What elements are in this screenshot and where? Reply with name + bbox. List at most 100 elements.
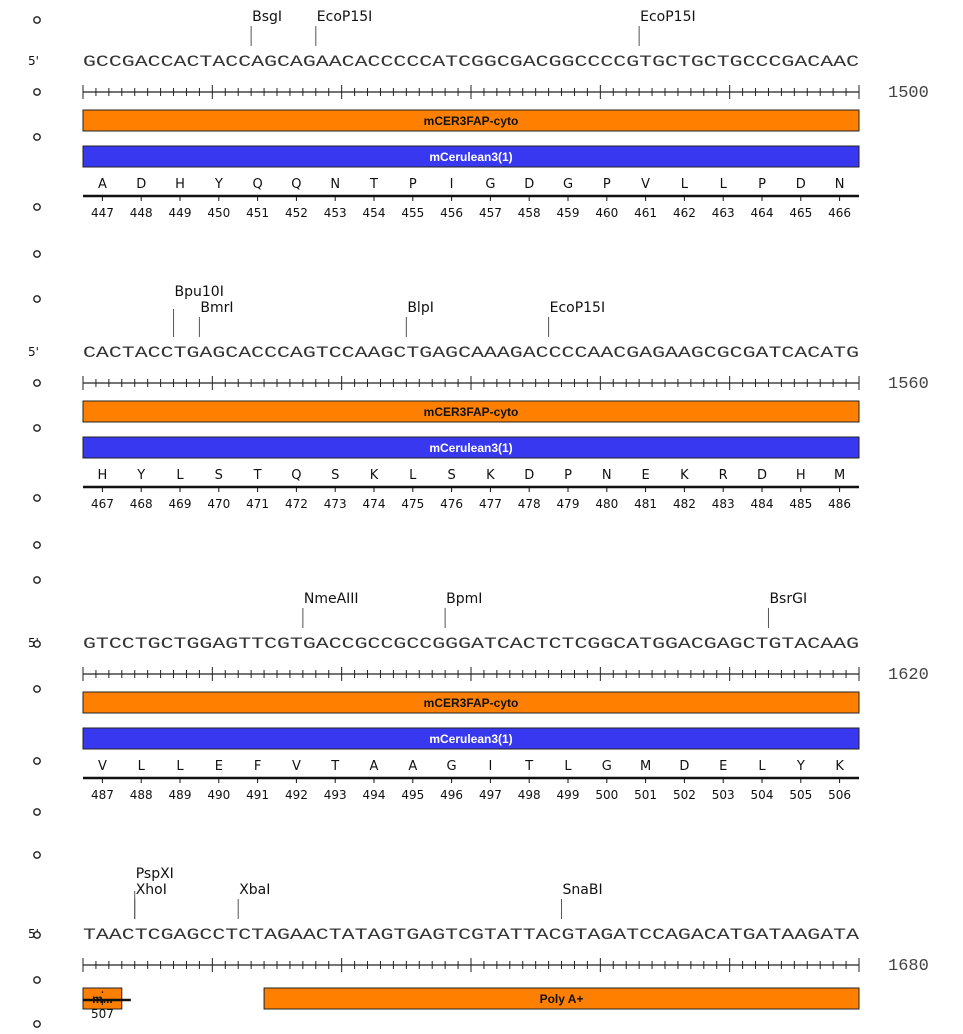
residue-number: 494 [363,788,386,802]
amino-acid: P [758,177,766,192]
restriction-site-label[interactable]: EcoP15I [317,9,373,25]
amino-acid: P [564,468,572,483]
feature-label: mCER3FAP-cyto [424,405,519,419]
strand-label: 5' [28,345,39,359]
strand-label: 5' [28,636,39,650]
restriction-site-label[interactable]: BsrGI [769,591,807,607]
restriction-site-label[interactable]: BsgI [252,9,282,25]
amino-acid: N [835,177,845,192]
residue-number: 462 [673,206,696,220]
residue-number: 451 [246,206,269,220]
amino-acid: D [757,468,767,483]
margin-bullet [33,541,41,549]
residue-number: 465 [789,206,812,220]
amino-acid: L [720,177,728,192]
feature-bar[interactable] [82,400,860,423]
end-position: 1560 [888,375,929,394]
margin-bullet [33,250,41,258]
feature-label: mCER3FAP-cyto [424,114,519,128]
restriction-site-label[interactable]: BmrI [200,300,233,316]
amino-acid: G [485,177,495,192]
restriction-site-label[interactable]: Bpu10I [175,284,224,300]
margin-bullet [33,576,41,584]
residue-number: 450 [207,206,230,220]
residue-number: 479 [557,497,580,511]
amino-acid: H [175,177,185,192]
residue-number: 466 [828,206,851,220]
sequence-block: 5' GCCGACCACTACCAGCAGAACACCCCCATCGGCGACGG… [28,9,929,220]
residue-number: 481 [634,497,657,511]
amino-acid: T [524,759,533,774]
residue-number: 458 [518,206,541,220]
feature-bar[interactable] [82,436,860,459]
amino-acid: D [679,759,689,774]
dna-sequence: CACTACCTGAGCACCCAGTCCAAGCTGAGCAAAGACCCCA… [83,344,859,362]
residue-number: 467 [91,497,114,511]
residue-number: 490 [207,788,230,802]
residue-number: 478 [518,497,541,511]
amino-acid: T [369,177,378,192]
feature-bar[interactable] [82,145,860,168]
restriction-site-label[interactable]: EcoP15I [640,9,696,25]
feature-bar[interactable] [82,727,860,750]
amino-acid: M [834,468,845,483]
amino-acid: F [254,759,261,774]
amino-acid: K [835,759,844,774]
residue-number: 500 [595,788,618,802]
amino-acid: L [176,759,184,774]
amino-acid: . [100,982,104,997]
residue-number: 495 [401,788,424,802]
feature-bar[interactable] [263,987,860,1010]
residue-number: 456 [440,206,463,220]
residue-number: 469 [169,497,192,511]
feature-bar[interactable] [82,987,123,1010]
sequence-block: 5' CACTACCTGAGCACCCAGTCCAAGCTGAGCAAAGACCC… [28,284,929,511]
residue-number: 448 [130,206,153,220]
amino-acid: P [409,177,417,192]
residue-number: 463 [712,206,735,220]
residue-number: 475 [401,497,424,511]
margin-bullet [33,203,41,211]
amino-acid: E [719,759,727,774]
restriction-site-label[interactable]: BlpI [407,300,434,316]
residue-number: 499 [557,788,580,802]
residue-number: 489 [169,788,192,802]
amino-acid: T [330,759,339,774]
restriction-site-label[interactable]: NmeAIII [304,591,359,607]
amino-acid: Y [796,759,805,774]
amino-acid: A [98,177,107,192]
amino-acid: L [564,759,572,774]
restriction-site-label[interactable]: BpmI [446,591,482,607]
residue-number: 506 [828,788,851,802]
amino-acid: L [176,468,184,483]
end-position: 1680 [888,957,929,976]
sequence-block: 5' TAACTCGAGCCTCTAGAACTATAGTGAGTCGTATTACG… [28,866,929,1021]
amino-acid: T [253,468,262,483]
residue-number: 485 [789,497,812,511]
restriction-site-label[interactable]: XbaI [239,882,270,898]
margin-bullet [33,494,41,502]
amino-acid: V [641,177,650,192]
feature-label: mCER3FAP-cyto [424,696,519,710]
amino-acid: L [758,759,766,774]
residue-number: 484 [751,497,774,511]
restriction-site-label[interactable]: SnaBI [563,882,603,898]
feature-bar[interactable] [82,691,860,714]
margin-bullet [33,976,41,984]
amino-acid: L [138,759,146,774]
residue-number: 502 [673,788,696,802]
amino-acid: G [447,759,457,774]
amino-acid: D [524,468,534,483]
margin-bullet [33,16,41,24]
residue-number: 505 [789,788,812,802]
residue-number: 501 [634,788,657,802]
feature-label: Poly A+ [540,992,584,1006]
restriction-site-label[interactable]: EcoP15I [550,300,606,316]
residue-number: 493 [324,788,347,802]
restriction-site-label[interactable]: XhoI [136,882,167,898]
restriction-site-label[interactable]: PspXI [136,866,174,882]
residue-number: 488 [130,788,153,802]
residue-number: 491 [246,788,269,802]
feature-bar[interactable] [82,109,860,132]
amino-acid: E [641,468,649,483]
